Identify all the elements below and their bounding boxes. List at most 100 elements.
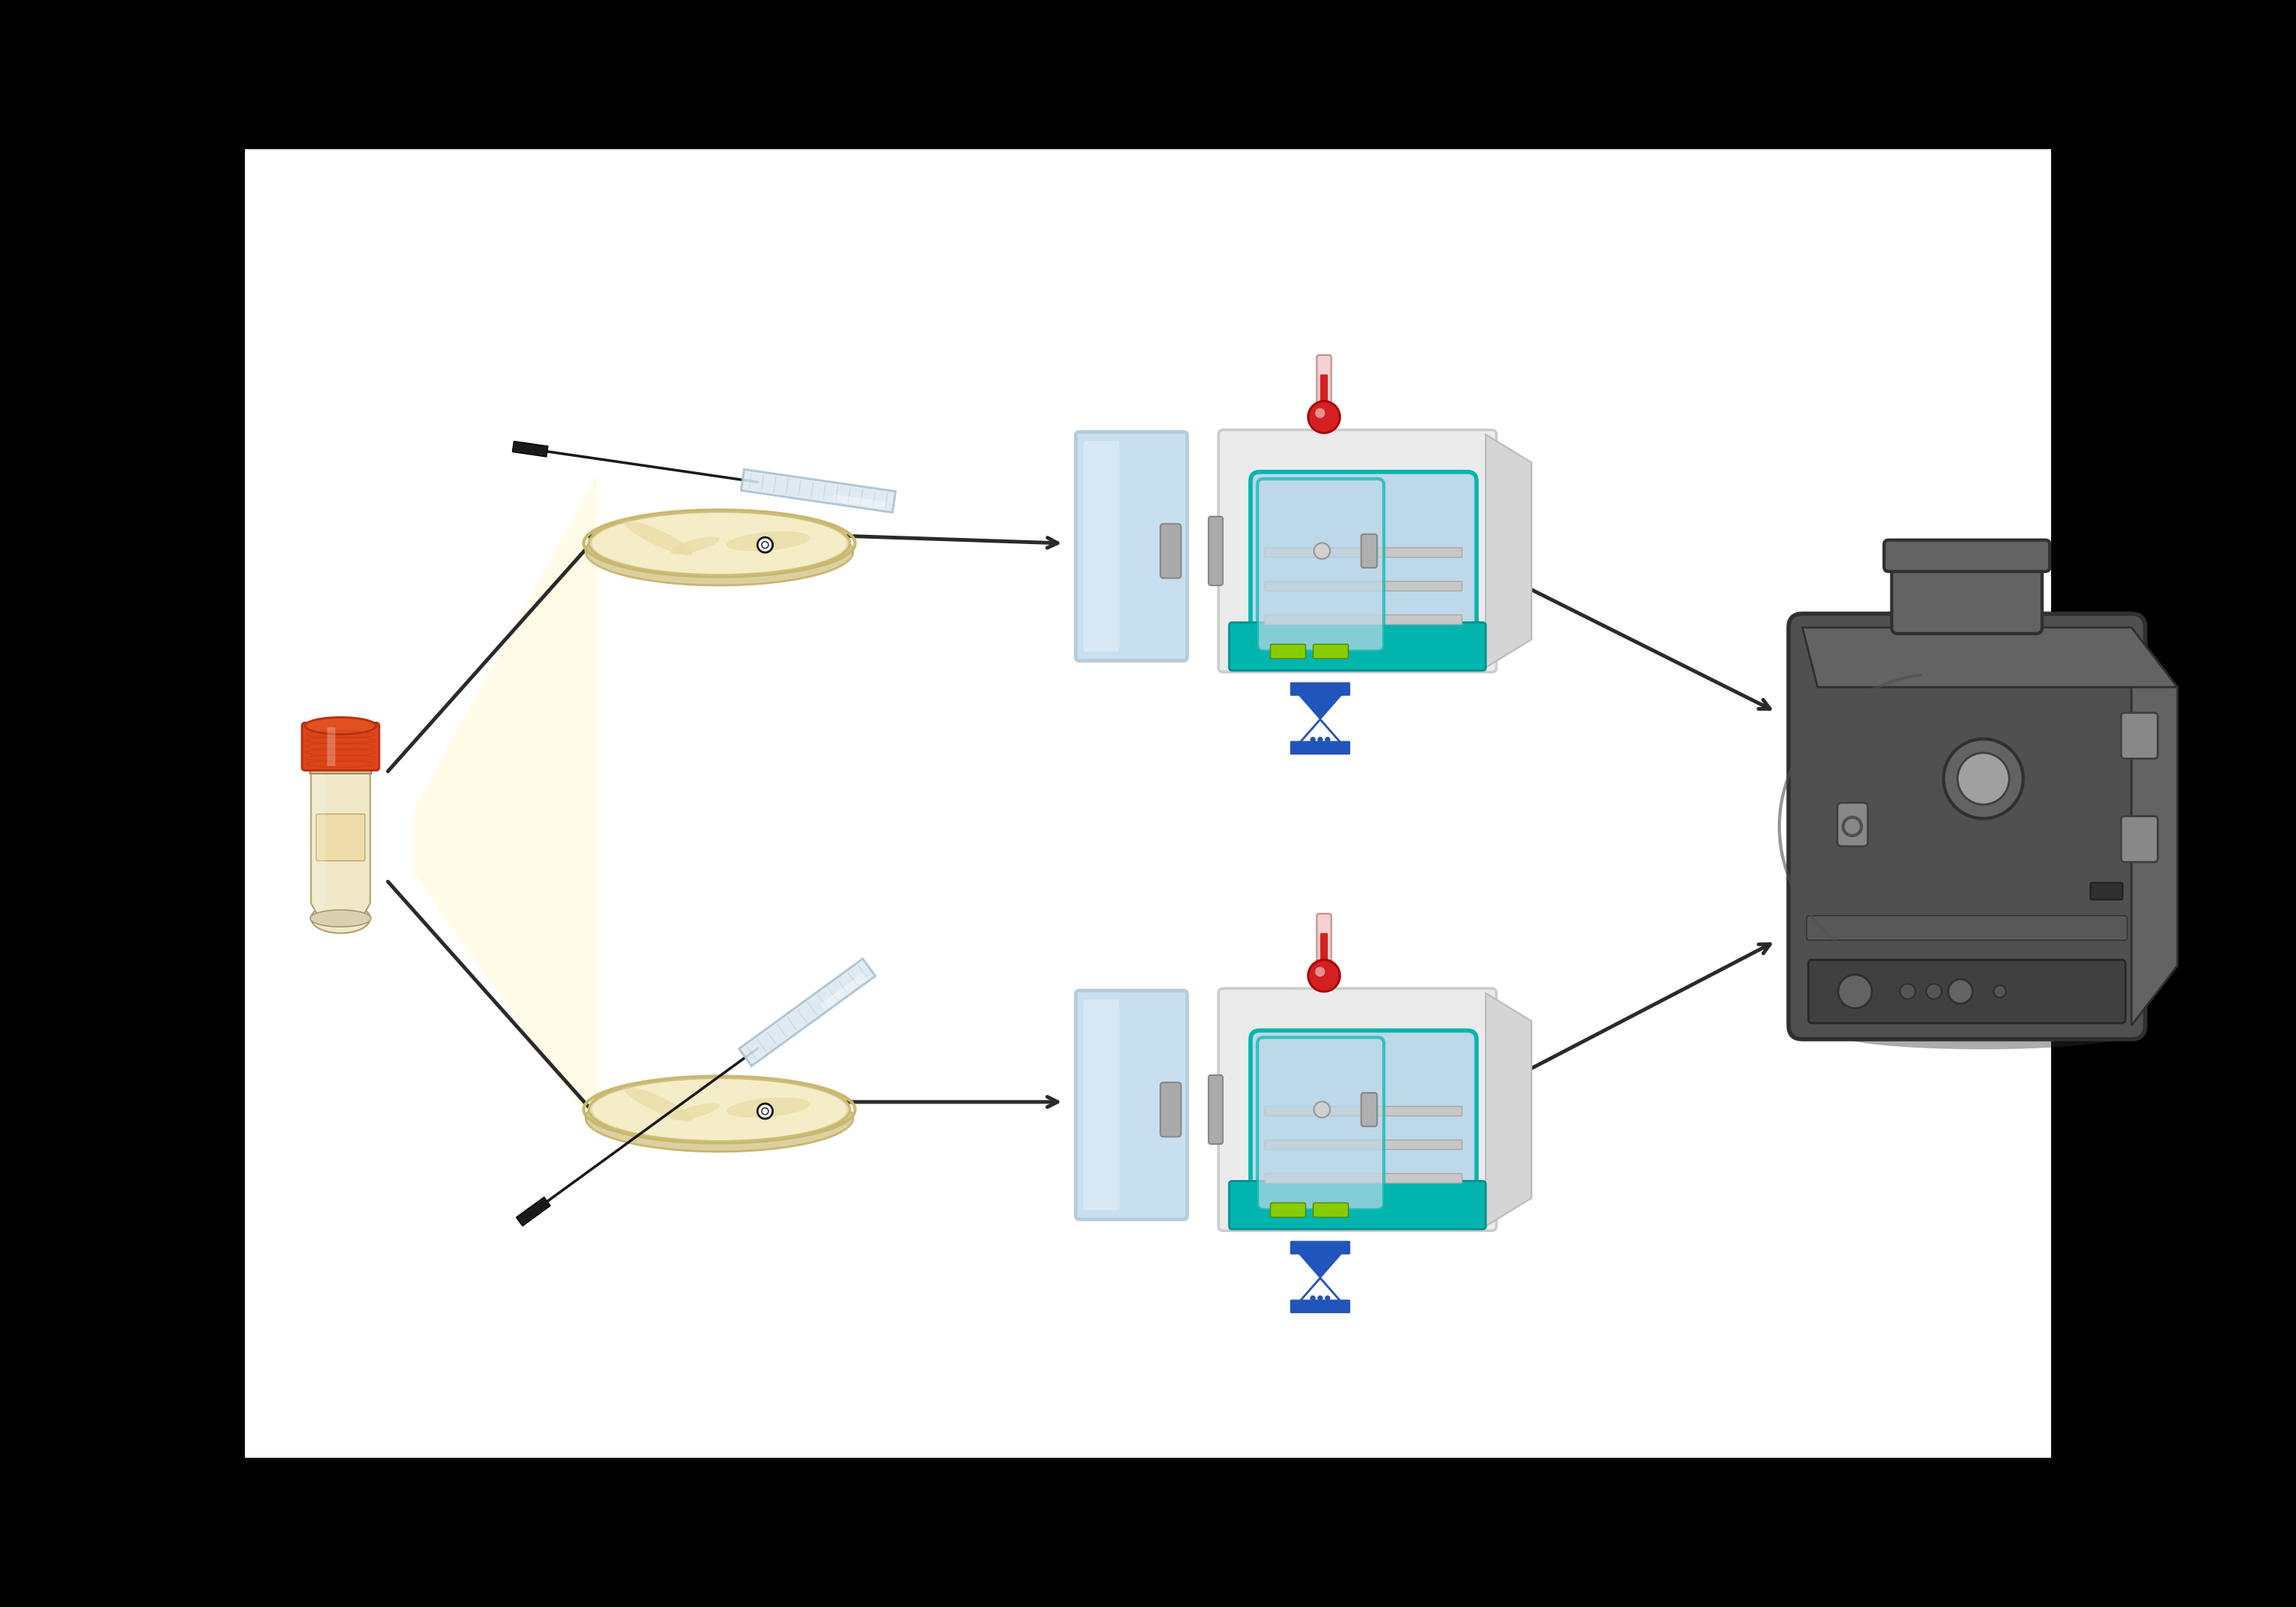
FancyBboxPatch shape <box>1885 540 2050 572</box>
Polygon shape <box>1295 689 1345 720</box>
Ellipse shape <box>310 910 372 927</box>
Ellipse shape <box>1835 1017 2131 1049</box>
FancyBboxPatch shape <box>1265 582 1463 591</box>
Polygon shape <box>820 972 868 1011</box>
FancyBboxPatch shape <box>1251 1030 1476 1216</box>
FancyBboxPatch shape <box>1159 1083 1180 1136</box>
Circle shape <box>1318 736 1322 742</box>
FancyBboxPatch shape <box>1290 1300 1350 1313</box>
FancyBboxPatch shape <box>303 723 379 770</box>
Circle shape <box>1316 967 1325 977</box>
FancyBboxPatch shape <box>1265 1139 1463 1149</box>
FancyBboxPatch shape <box>1258 479 1384 651</box>
Polygon shape <box>1486 993 1531 1226</box>
FancyBboxPatch shape <box>1077 990 1187 1220</box>
Ellipse shape <box>625 521 693 556</box>
Ellipse shape <box>585 1085 854 1152</box>
FancyBboxPatch shape <box>1270 1202 1306 1216</box>
FancyBboxPatch shape <box>1892 558 2041 633</box>
FancyBboxPatch shape <box>1313 644 1348 659</box>
Circle shape <box>1942 739 2023 818</box>
Circle shape <box>758 1104 774 1118</box>
Circle shape <box>1958 752 2009 805</box>
FancyBboxPatch shape <box>1789 614 2144 1040</box>
Circle shape <box>1325 1295 1329 1302</box>
Circle shape <box>1313 1101 1329 1117</box>
Polygon shape <box>1295 1278 1345 1308</box>
FancyBboxPatch shape <box>1837 804 1869 847</box>
FancyBboxPatch shape <box>1208 1075 1224 1144</box>
FancyBboxPatch shape <box>1318 914 1332 979</box>
FancyBboxPatch shape <box>1258 1038 1384 1210</box>
Ellipse shape <box>310 903 370 934</box>
FancyBboxPatch shape <box>1807 916 2126 940</box>
FancyBboxPatch shape <box>1251 472 1476 657</box>
Ellipse shape <box>588 1078 850 1141</box>
FancyBboxPatch shape <box>1208 516 1224 585</box>
Polygon shape <box>1802 627 2177 688</box>
Circle shape <box>1318 1295 1322 1302</box>
FancyBboxPatch shape <box>1270 644 1306 659</box>
FancyBboxPatch shape <box>326 728 335 767</box>
Circle shape <box>1316 408 1325 418</box>
FancyBboxPatch shape <box>1084 440 1118 651</box>
Ellipse shape <box>625 1086 693 1122</box>
FancyBboxPatch shape <box>1219 988 1497 1231</box>
Polygon shape <box>512 442 549 456</box>
FancyBboxPatch shape <box>1228 622 1486 670</box>
Ellipse shape <box>670 537 719 554</box>
Ellipse shape <box>670 1102 719 1120</box>
Polygon shape <box>831 495 886 509</box>
Circle shape <box>1901 983 1915 1000</box>
Circle shape <box>1311 1295 1316 1302</box>
FancyBboxPatch shape <box>1320 374 1327 415</box>
Polygon shape <box>742 469 895 513</box>
FancyBboxPatch shape <box>1265 1173 1463 1183</box>
FancyBboxPatch shape <box>2122 714 2158 759</box>
Circle shape <box>758 537 774 553</box>
Circle shape <box>1313 543 1329 559</box>
Ellipse shape <box>588 511 850 575</box>
Polygon shape <box>310 771 370 918</box>
Polygon shape <box>1295 720 1345 749</box>
FancyBboxPatch shape <box>2122 816 2158 861</box>
FancyBboxPatch shape <box>310 760 372 775</box>
Circle shape <box>762 542 769 548</box>
Polygon shape <box>739 959 875 1065</box>
Circle shape <box>1309 959 1341 992</box>
Circle shape <box>1325 736 1329 742</box>
FancyBboxPatch shape <box>1362 1093 1378 1127</box>
FancyBboxPatch shape <box>1320 934 1327 974</box>
FancyBboxPatch shape <box>2089 882 2122 900</box>
Circle shape <box>1311 736 1316 742</box>
Polygon shape <box>517 1197 551 1226</box>
FancyBboxPatch shape <box>1159 524 1180 579</box>
Ellipse shape <box>585 517 854 585</box>
Polygon shape <box>312 775 326 916</box>
Circle shape <box>762 1107 769 1115</box>
FancyBboxPatch shape <box>1362 534 1378 567</box>
Polygon shape <box>1295 1249 1345 1278</box>
FancyBboxPatch shape <box>1313 1202 1348 1216</box>
FancyBboxPatch shape <box>1265 548 1463 558</box>
Ellipse shape <box>726 532 810 551</box>
FancyBboxPatch shape <box>246 149 2050 1458</box>
Polygon shape <box>2131 627 2177 1025</box>
FancyBboxPatch shape <box>317 815 365 861</box>
FancyBboxPatch shape <box>1077 432 1187 660</box>
FancyBboxPatch shape <box>1265 1106 1463 1115</box>
Circle shape <box>1839 974 1871 1008</box>
Ellipse shape <box>305 717 377 734</box>
Ellipse shape <box>726 1098 810 1117</box>
Circle shape <box>1926 983 1942 1000</box>
Circle shape <box>1947 979 1972 1004</box>
FancyBboxPatch shape <box>1318 355 1332 419</box>
FancyBboxPatch shape <box>1290 683 1350 696</box>
Polygon shape <box>1486 434 1531 667</box>
FancyBboxPatch shape <box>1290 1241 1350 1253</box>
Circle shape <box>1993 985 2007 998</box>
Polygon shape <box>413 474 597 1133</box>
FancyBboxPatch shape <box>1265 615 1463 625</box>
FancyBboxPatch shape <box>1809 959 2126 1024</box>
FancyBboxPatch shape <box>1084 1000 1118 1210</box>
